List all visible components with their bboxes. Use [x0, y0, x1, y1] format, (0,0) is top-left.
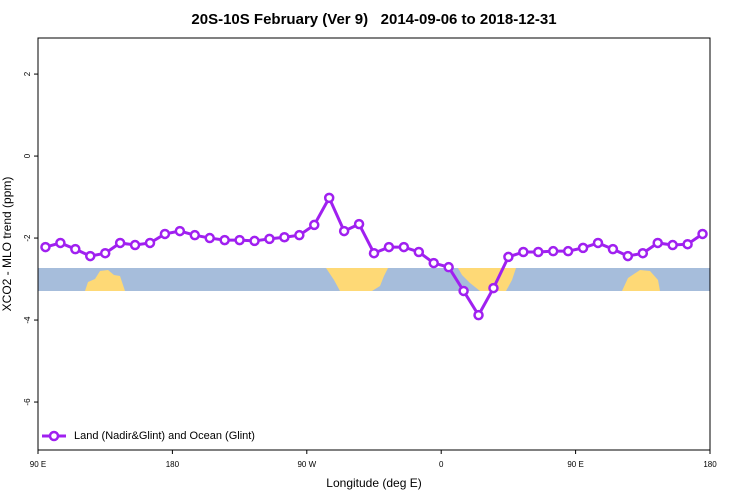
data-point	[294, 229, 305, 241]
data-point	[383, 241, 395, 253]
data-point	[577, 242, 589, 254]
data-point	[99, 247, 111, 259]
data-point	[204, 232, 215, 244]
data-point	[458, 285, 469, 297]
land-ocean-strip	[38, 268, 710, 291]
x-tick-label: 90 E	[30, 460, 46, 469]
land-patch	[326, 268, 388, 291]
legend-marker	[48, 430, 60, 442]
data-point	[682, 238, 693, 250]
data-point	[174, 225, 186, 237]
data-point	[518, 246, 529, 258]
y-tick-label: -2	[23, 234, 32, 242]
data-point	[592, 237, 604, 249]
data-point	[323, 192, 335, 204]
data-point	[129, 239, 141, 251]
data-point	[443, 261, 454, 273]
data-point	[622, 250, 634, 262]
data-point	[547, 245, 559, 257]
data-point	[85, 250, 96, 262]
data-point	[398, 241, 410, 253]
data-point	[562, 245, 574, 257]
y-tick-label: -4	[23, 316, 32, 324]
data-point	[533, 246, 544, 258]
data-point	[652, 237, 663, 249]
data-point	[40, 241, 51, 253]
data-point	[697, 228, 708, 240]
data-point	[637, 247, 649, 259]
data-point	[144, 237, 156, 249]
data-point	[353, 218, 365, 230]
x-tick-label: 180	[703, 460, 717, 469]
data-point	[189, 229, 201, 241]
land-patch	[622, 270, 660, 291]
data-point	[279, 231, 290, 243]
data-point	[234, 234, 245, 246]
x-tick-label: 180	[166, 460, 180, 469]
data-point	[473, 309, 484, 321]
data-point	[413, 246, 425, 258]
data-point	[338, 225, 350, 237]
y-tick-label: -6	[23, 398, 32, 406]
land-patch	[85, 270, 125, 291]
data-point	[607, 243, 619, 255]
x-axis-label: Longitude (deg E)	[326, 476, 421, 490]
chart-title: 20S-10S February (Ver 9) 2014-09-06 to 2…	[191, 11, 556, 28]
data-point	[488, 282, 499, 294]
legend-label: Land (Nadir&Glint) and Ocean (Glint)	[74, 430, 255, 442]
data-point	[70, 243, 81, 255]
data-point	[368, 247, 380, 259]
y-tick-label: 2	[23, 71, 32, 76]
x-tick-label: 0	[439, 460, 444, 469]
data-point	[159, 228, 171, 240]
x-tick-label: 90 E	[567, 460, 583, 469]
data-point	[114, 237, 126, 249]
x-tick-label: 90 W	[297, 460, 316, 469]
data-point	[428, 257, 439, 269]
data-point	[503, 251, 514, 263]
y-tick-label: 0	[23, 153, 32, 158]
data-point	[55, 237, 66, 249]
y-axis-label: XCO2 - MLO trend (ppm)	[0, 177, 14, 312]
data-point	[219, 234, 230, 246]
data-point	[309, 219, 320, 231]
data-point	[667, 239, 678, 251]
data-point	[264, 233, 275, 245]
data-point	[249, 235, 260, 247]
plot-frame	[37, 37, 711, 451]
